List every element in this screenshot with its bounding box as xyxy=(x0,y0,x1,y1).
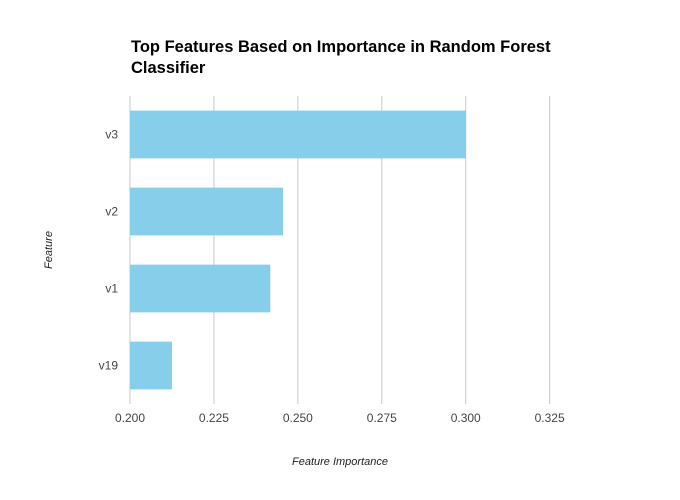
y-tick-labels: v3 v2 v1 v19 xyxy=(99,128,119,373)
bar-v3 xyxy=(130,110,467,159)
bar-v1 xyxy=(130,264,271,313)
chart-title: Top Features Based on Importance in Rand… xyxy=(131,38,551,77)
y-tick-label-v2: v2 xyxy=(105,205,118,219)
bar-v19 xyxy=(130,341,172,390)
bars xyxy=(130,110,467,390)
y-axis-title: Feature xyxy=(43,231,55,269)
y-tick-label-v1: v1 xyxy=(105,282,118,296)
bar-v2 xyxy=(130,187,284,236)
y-tick-label-v3: v3 xyxy=(105,128,118,142)
x-tick-label-2: 0.250 xyxy=(283,411,313,425)
x-tick-label-3: 0.275 xyxy=(367,411,397,425)
x-tick-label-5: 0.325 xyxy=(535,411,565,425)
x-tick-labels: 0.200 0.225 0.250 0.275 0.300 0.325 xyxy=(115,411,565,425)
y-tick-label-v19: v19 xyxy=(99,359,119,373)
x-tick-label-4: 0.300 xyxy=(451,411,481,425)
x-axis-title: Feature Importance xyxy=(292,456,388,468)
x-tick-label-1: 0.225 xyxy=(199,411,229,425)
x-tick-label-0: 0.200 xyxy=(115,411,145,425)
